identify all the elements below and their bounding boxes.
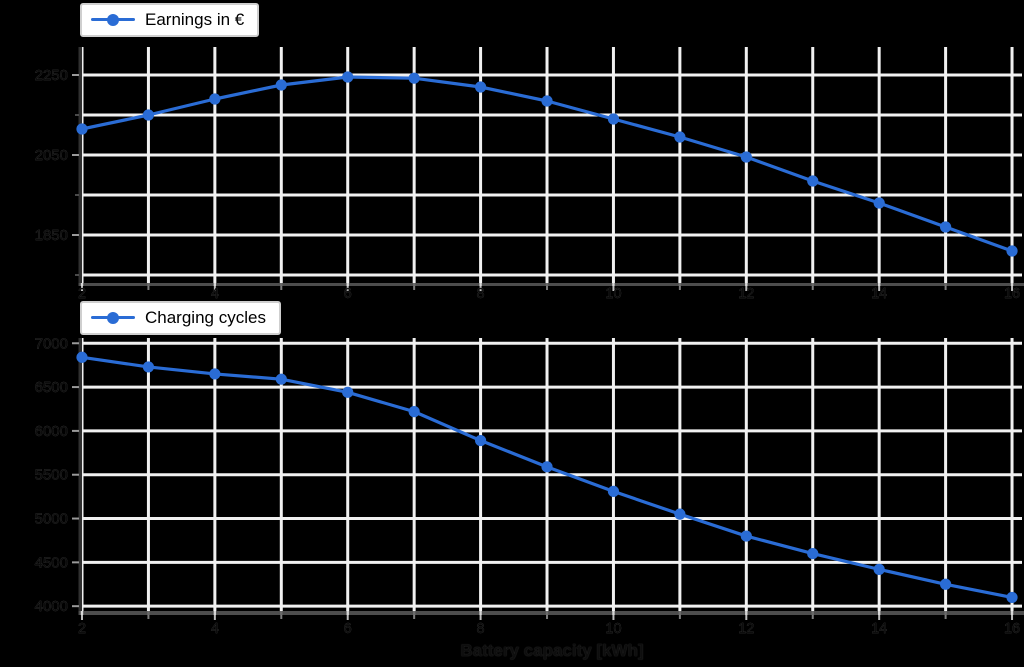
x-tick-label: 4 bbox=[211, 286, 219, 302]
data-point-marker bbox=[408, 406, 420, 418]
data-point-marker bbox=[209, 93, 221, 105]
x-tick-label: 4 bbox=[211, 621, 219, 637]
data-point-marker bbox=[674, 508, 686, 520]
y-tick-label: 5500 bbox=[35, 467, 68, 484]
x-tick-label: 16 bbox=[1004, 621, 1020, 637]
x-axis-title: Battery capacity [kWh] bbox=[460, 641, 644, 660]
x-tick-label: 8 bbox=[477, 621, 485, 637]
data-point-marker bbox=[142, 361, 155, 373]
x-tick-label: 10 bbox=[605, 286, 621, 302]
legend-earnings: Earnings in € bbox=[80, 3, 260, 37]
x-tick-label: 6 bbox=[344, 621, 352, 637]
data-point-marker bbox=[76, 123, 88, 135]
data-point-marker bbox=[76, 351, 88, 363]
data-point-marker bbox=[873, 563, 885, 575]
data-point-marker bbox=[607, 113, 620, 125]
x-tick-label: 6 bbox=[344, 286, 352, 302]
data-point-marker bbox=[408, 72, 420, 84]
x-tick-label: 12 bbox=[738, 621, 754, 637]
data-point-marker bbox=[873, 197, 885, 209]
x-tick-label: 2 bbox=[78, 621, 86, 637]
data-point-marker bbox=[342, 386, 354, 398]
data-point-marker bbox=[674, 131, 686, 143]
data-point-marker bbox=[342, 71, 354, 83]
legend-line-marker-icon bbox=[91, 311, 135, 324]
data-point-marker bbox=[474, 81, 487, 93]
data-point-marker bbox=[541, 461, 553, 473]
x-tick-label: 16 bbox=[1004, 286, 1020, 302]
legend-charging-cycles-label: Charging cycles bbox=[145, 308, 266, 327]
x-tick-label: 14 bbox=[871, 286, 887, 302]
x-tick-label: 14 bbox=[871, 621, 887, 637]
y-tick-label: 4500 bbox=[35, 554, 68, 571]
data-point-marker bbox=[275, 79, 287, 91]
data-point-marker bbox=[807, 547, 819, 560]
x-tick-label: 10 bbox=[605, 621, 621, 637]
data-point-marker bbox=[142, 109, 155, 121]
data-point-marker bbox=[807, 175, 819, 187]
data-point-marker bbox=[275, 373, 287, 385]
y-tick-label: 5000 bbox=[35, 511, 68, 528]
y-tick-label: 4000 bbox=[35, 598, 68, 615]
data-point-marker bbox=[740, 530, 752, 542]
data-point-marker bbox=[1006, 591, 1018, 604]
data-point-marker bbox=[607, 485, 620, 497]
data-point-marker bbox=[1006, 245, 1018, 257]
x-tick-label: 8 bbox=[477, 286, 485, 302]
legend-earnings-label: Earnings in € bbox=[145, 10, 245, 29]
y-tick-label: 1850 bbox=[35, 227, 68, 244]
y-tick-label: 2050 bbox=[35, 147, 68, 164]
data-point-marker bbox=[209, 368, 221, 380]
data-point-marker bbox=[474, 434, 487, 447]
legend-marker-dot-icon bbox=[107, 311, 119, 324]
y-tick-label: 2250 bbox=[35, 67, 68, 84]
x-tick-label: 2 bbox=[78, 286, 86, 302]
y-tick-label: 6500 bbox=[35, 379, 68, 396]
y-tick-label: 7000 bbox=[35, 335, 68, 352]
data-point-marker bbox=[940, 578, 952, 590]
data-point-marker bbox=[740, 151, 752, 163]
x-tick-label: 12 bbox=[738, 286, 754, 302]
legend-charging-cycles: Charging cycles bbox=[80, 301, 281, 335]
legend-line-marker-icon bbox=[91, 13, 135, 26]
data-point-marker bbox=[940, 221, 952, 233]
y-tick-label: 6000 bbox=[35, 423, 68, 440]
legend-marker-dot-icon bbox=[107, 13, 119, 26]
data-point-marker bbox=[541, 95, 553, 107]
